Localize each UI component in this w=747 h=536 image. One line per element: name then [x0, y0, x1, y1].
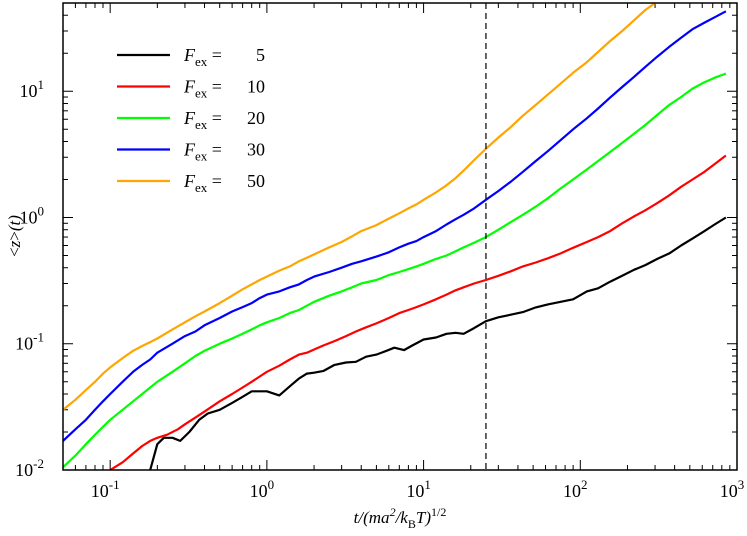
x-axis-title: t/(ma2/kBT)1/2: [354, 505, 447, 531]
x-tick-labels: 10-1 100 101 102 103: [91, 477, 744, 501]
plot-frame: [62, 2, 738, 471]
y-tick-label: 10-2: [15, 456, 44, 480]
legend: Fex = 5 Fex = 10 Fex = 20 Fex = 30 Fex = 50: [117, 45, 265, 195]
series-layer: [63, 3, 727, 470]
legend-label-5: Fex = 5: [183, 45, 265, 69]
y-axis-title: <z>(t): [5, 215, 24, 257]
series-line-10: [109, 154, 727, 470]
y-tick-label: 100: [20, 203, 45, 227]
y-tick-label: 10-1: [15, 330, 44, 354]
series-line-30: [63, 10, 727, 442]
x-tick-label: 103: [720, 477, 745, 501]
x-tick-label: 102: [563, 477, 588, 501]
y-tick-label: 101: [20, 77, 45, 101]
series-line-5: [149, 216, 727, 470]
x-tick-label: 101: [406, 477, 431, 501]
y-tick-labels: 10-2 10-1 100 101: [15, 77, 44, 480]
series-line-50: [63, 3, 656, 411]
x-tick-label: 10-1: [91, 477, 120, 501]
x-tick-label: 100: [250, 477, 275, 501]
legend-label-30: Fex = 30: [183, 140, 265, 164]
series-line-20: [63, 72, 727, 469]
legend-label-20: Fex = 20: [183, 108, 265, 132]
legend-label-50: Fex = 50: [183, 171, 265, 195]
legend-label-10: Fex = 10: [183, 77, 265, 101]
